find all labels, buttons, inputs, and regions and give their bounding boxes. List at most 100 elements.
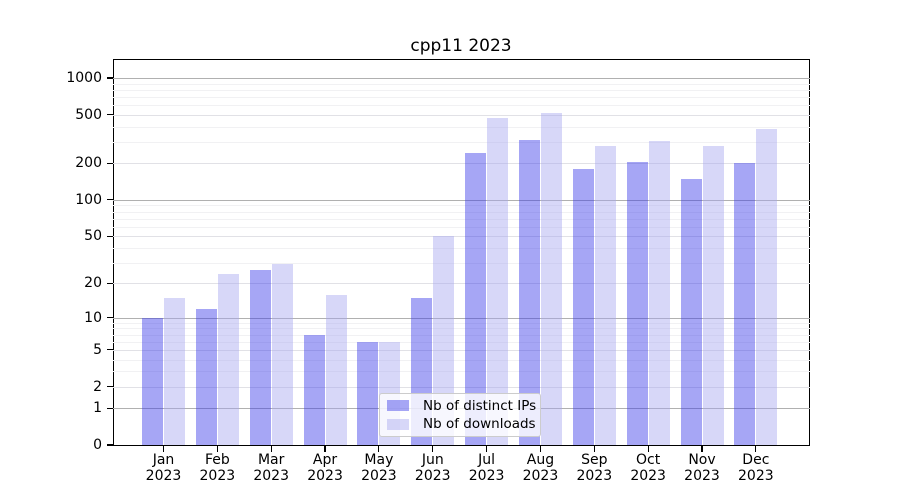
bar-downloads: [325, 294, 347, 446]
x-tick-mark: [755, 445, 757, 452]
minor-gridline: [112, 89, 810, 91]
gridline: [112, 114, 810, 116]
legend-item-distinct-ips: Nb of distinct IPs: [387, 397, 537, 415]
minor-gridline: [112, 371, 810, 373]
minor-gridline: [112, 359, 810, 361]
bar-distinct-ips: [518, 140, 540, 446]
bar-distinct-ips: [680, 178, 702, 446]
downloads-swatch: [387, 418, 409, 430]
minor-gridline: [112, 126, 810, 128]
y-tick-label: 50: [84, 228, 102, 245]
bar-distinct-ips: [249, 269, 271, 446]
minor-gridline: [112, 83, 810, 85]
y-tick-label: 100: [75, 191, 102, 208]
y-tick-label: 20: [84, 275, 102, 292]
minor-gridline: [112, 211, 810, 213]
y-tick-label: 1000: [66, 70, 102, 87]
major-gridline: [112, 199, 810, 201]
y-tick-label: 2: [93, 378, 102, 395]
x-tick-label: Oct 2023: [630, 452, 666, 484]
x-tick-mark: [432, 445, 434, 452]
legend-item-downloads: Nb of downloads: [387, 415, 536, 433]
x-tick-mark: [216, 445, 218, 452]
bar-downloads: [217, 274, 239, 446]
x-tick-label: Aug 2023: [522, 452, 559, 484]
x-tick-mark: [162, 445, 165, 452]
y-tick-mark: [106, 317, 113, 319]
x-tick-label: May 2023: [361, 452, 397, 484]
bar-downloads: [702, 146, 724, 446]
x-tick-mark: [378, 445, 380, 452]
bar-distinct-ips: [195, 308, 217, 446]
x-tick-label: Jan 2023: [145, 452, 182, 484]
x-tick-mark: [701, 445, 703, 452]
y-tick-mark: [106, 444, 113, 446]
minor-gridline: [112, 141, 810, 143]
minor-gridline: [112, 247, 810, 249]
minor-gridline: [112, 218, 810, 220]
x-tick-label: Jul 2023: [468, 452, 505, 484]
minor-gridline: [112, 341, 810, 343]
minor-gridline: [112, 334, 810, 336]
y-tick-mark: [106, 282, 113, 284]
bar-distinct-ips: [734, 162, 756, 446]
bar-distinct-ips: [626, 161, 648, 446]
y-tick-mark: [106, 386, 113, 388]
chart-title: cpp11 2023: [410, 36, 512, 56]
major-gridline: [112, 317, 810, 319]
y-tick-mark: [106, 77, 113, 79]
bar-distinct-ips: [572, 168, 594, 446]
y-tick-mark: [106, 162, 113, 164]
legend-label: Nb of distinct IPs: [423, 397, 537, 414]
major-gridline: [112, 78, 810, 80]
minor-gridline: [112, 205, 810, 207]
y-tick-label: 500: [75, 106, 102, 123]
minor-gridline: [112, 328, 810, 330]
y-tick-mark: [106, 235, 113, 237]
y-tick-mark: [106, 349, 113, 351]
bar-distinct-ips: [465, 152, 487, 446]
bar-downloads: [164, 297, 185, 446]
minor-gridline: [112, 322, 810, 324]
gridline: [112, 283, 810, 285]
x-tick-mark: [270, 445, 272, 452]
x-tick-label: Sep 2023: [576, 452, 613, 484]
y-tick-label: 10: [84, 309, 102, 326]
y-tick-mark: [106, 199, 113, 201]
bar-downloads: [648, 140, 670, 446]
y-tick-label: 1: [93, 400, 102, 417]
x-tick-label: Mar 2023: [253, 452, 289, 484]
y-tick-label: 0: [93, 437, 102, 453]
gridline: [112, 236, 810, 238]
x-tick-mark: [324, 445, 326, 452]
bar-distinct-ips: [303, 334, 325, 446]
bar-distinct-ips: [357, 341, 379, 446]
bar-downloads: [540, 113, 562, 446]
legend-label: Nb of downloads: [423, 416, 536, 433]
x-tick-label: Nov 2023: [684, 452, 720, 484]
x-tick-mark: [486, 445, 488, 452]
x-tick-mark: [647, 445, 649, 452]
minor-gridline: [112, 226, 810, 228]
bar-downloads: [487, 117, 509, 446]
x-tick-label: Apr 2023: [307, 452, 343, 484]
x-tick-mark: [539, 445, 542, 452]
minor-gridline: [112, 262, 810, 264]
x-tick-mark: [593, 445, 595, 452]
y-tick-mark: [106, 407, 113, 409]
bar-downloads: [271, 264, 293, 446]
y-tick-mark: [106, 114, 113, 116]
bar-downloads: [594, 145, 616, 446]
gridline: [112, 386, 810, 388]
legend: Nb of distinct IPs Nb of downloads: [379, 393, 541, 437]
bar-distinct-ips: [142, 317, 163, 446]
x-tick-label: Feb 2023: [199, 452, 236, 484]
minor-gridline: [112, 96, 810, 98]
y-tick-label: 5: [93, 341, 102, 358]
gridline: [112, 163, 810, 165]
x-tick-label: Dec 2023: [738, 452, 774, 484]
gridline: [112, 349, 810, 351]
bar-downloads: [756, 129, 778, 446]
x-tick-label: Jun 2023: [414, 452, 451, 484]
